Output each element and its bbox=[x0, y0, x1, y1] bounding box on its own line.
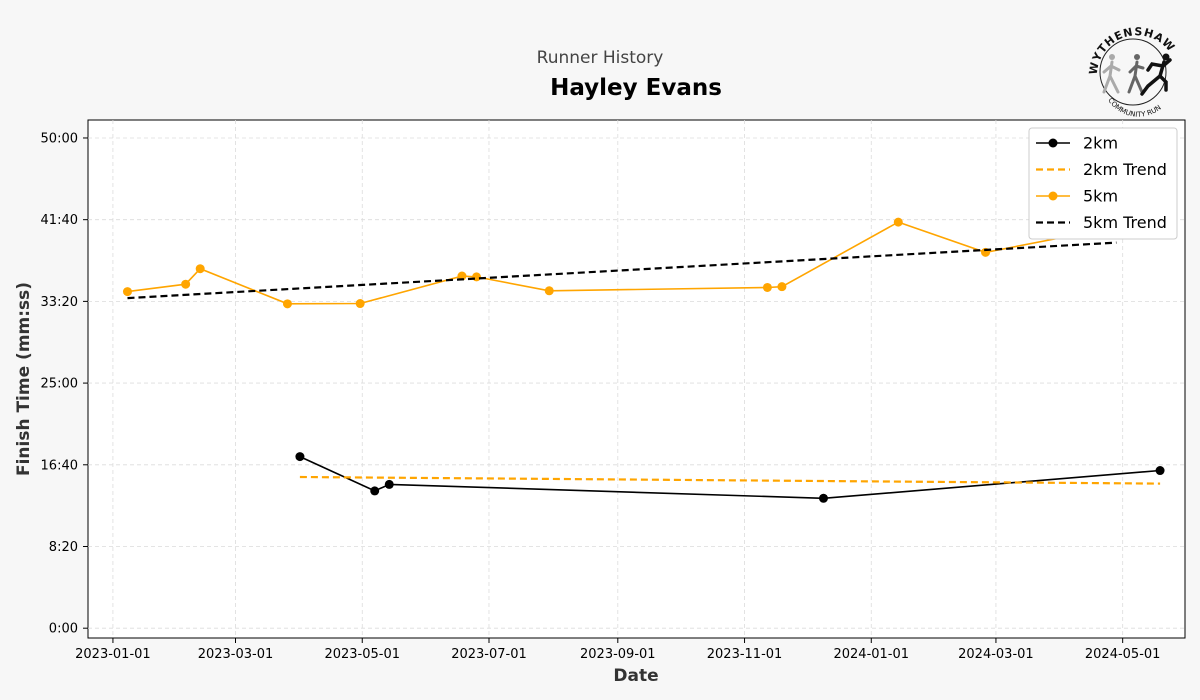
legend-marker-5km bbox=[1048, 191, 1058, 201]
legend-label-5km-trend: 5km Trend bbox=[1083, 213, 1167, 232]
data-point-5km bbox=[457, 271, 467, 281]
y-axis-title: Finish Time (mm:ss) bbox=[14, 282, 34, 476]
data-point-5km bbox=[472, 272, 482, 282]
y-tick-label: 41:40 bbox=[41, 213, 78, 228]
y-tick-label: 16:40 bbox=[41, 458, 78, 473]
x-axis-ticks: 2023-01-01 2023-03-01 2023-05-01 2023-07-01… bbox=[75, 638, 1160, 662]
data-point-2km bbox=[370, 486, 380, 496]
y-tick-label: 8:20 bbox=[49, 540, 78, 555]
series-line-5km-trend bbox=[127, 241, 1117, 300]
x-tick-label: 2023-09-01 bbox=[580, 647, 656, 662]
data-point-5km bbox=[181, 279, 191, 289]
x-tick-label: 2023-03-01 bbox=[198, 647, 274, 662]
data-point-2km bbox=[295, 452, 305, 462]
chart-subtitle: Runner History bbox=[537, 48, 664, 68]
x-tick-label: 2024-01-01 bbox=[833, 647, 909, 662]
y-tick-label: 0:00 bbox=[49, 622, 78, 637]
legend-marker-2km bbox=[1048, 138, 1058, 148]
data-point-2km bbox=[1155, 466, 1165, 476]
y-tick-label: 25:00 bbox=[41, 377, 78, 392]
data-point-5km bbox=[893, 217, 903, 227]
plot-area bbox=[87, 119, 1186, 639]
legend-label-2km: 2km bbox=[1083, 134, 1118, 153]
x-tick-label: 2024-03-01 bbox=[958, 647, 1034, 662]
data-point-5km bbox=[762, 282, 772, 292]
grid bbox=[88, 120, 1185, 638]
x-tick-label: 2023-11-01 bbox=[707, 647, 783, 662]
x-axis-title: Date bbox=[613, 666, 658, 686]
x-tick-label: 2023-07-01 bbox=[451, 647, 527, 662]
data-point-5km bbox=[544, 286, 554, 296]
legend-label-2km-trend: 2km Trend bbox=[1083, 160, 1167, 179]
x-tick-label: 2023-05-01 bbox=[324, 647, 400, 662]
legend-label-5km: 5km bbox=[1083, 187, 1118, 206]
runner-silhouettes-icon bbox=[1102, 53, 1172, 96]
y-axis-ticks: 0:00 8:20 16:40 25:00 33:20 41:40 50:00 bbox=[41, 131, 88, 637]
y-tick-label: 33:20 bbox=[41, 295, 78, 310]
data-point-5km bbox=[282, 299, 292, 309]
chart-title: Hayley Evans bbox=[550, 75, 722, 101]
legend: 2km 2km Trend 5km 5km Trend bbox=[1028, 127, 1178, 240]
data-point-2km bbox=[384, 479, 394, 489]
x-tick-label: 2024-05-01 bbox=[1085, 647, 1161, 662]
data-point-5km bbox=[355, 299, 365, 309]
logo-bottom-text: COMMUNITY RUN bbox=[1106, 96, 1162, 118]
series-line-2km-trend bbox=[299, 475, 1161, 485]
y-tick-label: 50:00 bbox=[41, 131, 78, 146]
data-point-5km bbox=[122, 287, 132, 297]
data-point-2km bbox=[818, 493, 828, 503]
legend-box bbox=[1028, 127, 1178, 240]
data-point-5km bbox=[195, 264, 205, 274]
data-point-5km bbox=[777, 282, 787, 292]
x-tick-label: 2023-01-01 bbox=[75, 647, 151, 662]
